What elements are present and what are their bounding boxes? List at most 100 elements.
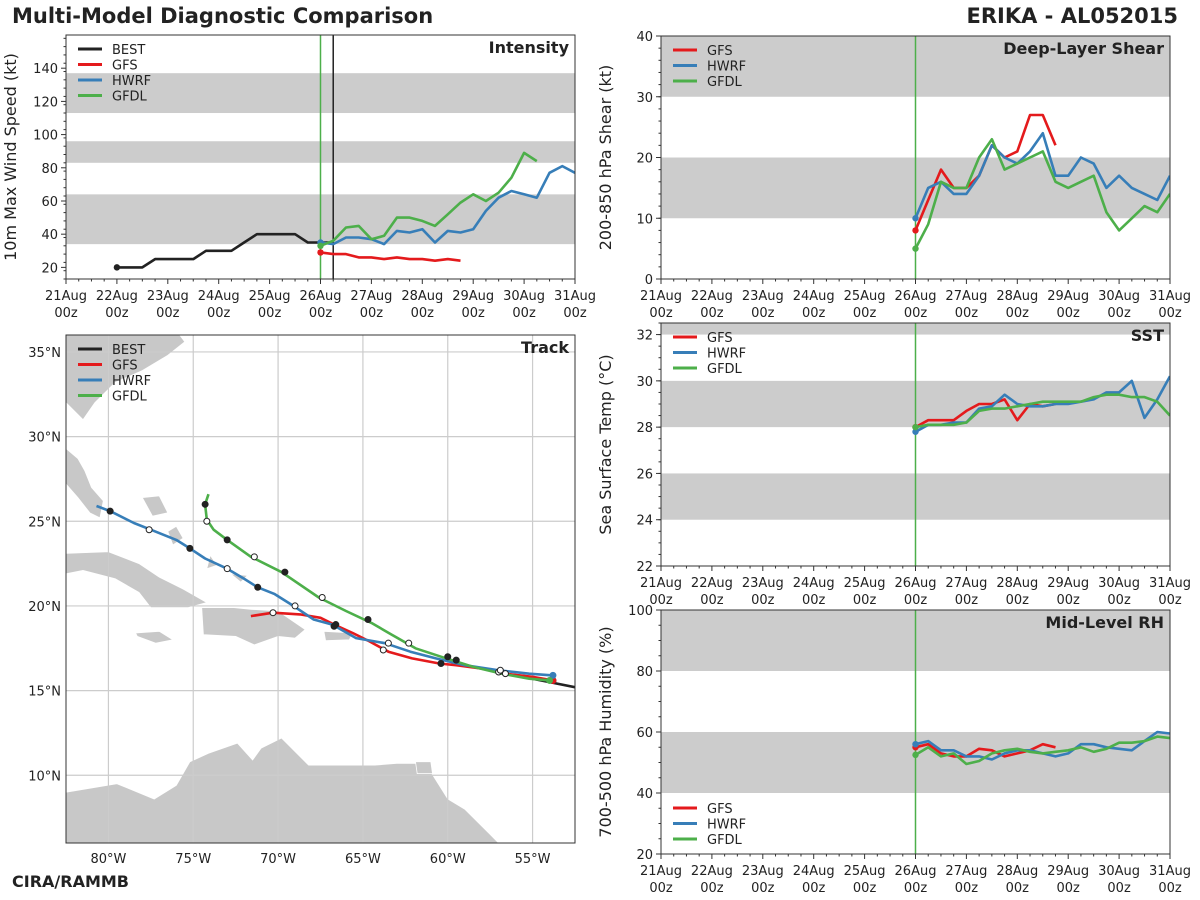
sst-x-date-label: 28Aug <box>996 576 1038 591</box>
shear-plot-area <box>661 36 1170 279</box>
page-title: Multi-Model Diagnostic Comparison <box>12 4 434 28</box>
shear-x-date-label: 24Aug <box>793 289 835 304</box>
track-panel-title: Track <box>521 338 569 357</box>
sst-x-date-label: 23Aug <box>742 576 784 591</box>
track-marker-hwrf <box>384 639 392 647</box>
intensity-x-time-label: 00z <box>512 306 536 321</box>
rh-y-tick-label: 80 <box>636 665 653 680</box>
rh-x-time-label: 00z <box>1107 881 1131 896</box>
sst-x-time-label: 00z <box>1107 593 1131 608</box>
intensity-y-tick-label: 100 <box>33 129 58 144</box>
intensity-legend-label: BEST <box>112 43 145 58</box>
shear-y-axis-label: 200-850 hPa Shear (kt) <box>596 65 615 251</box>
sst-plot-area <box>661 323 1170 566</box>
rh-legend-label: GFDL <box>707 833 743 848</box>
track-marker-hwrf <box>186 544 194 552</box>
intensity-panel: 20 40 60 80 100 120 140 21Aug 00z 22Aug 00z 23Aug 00… <box>1 34 596 321</box>
intensity-x-time-label: 00z <box>309 306 333 321</box>
shear-y-tick-label: 30 <box>636 91 653 106</box>
track-lat-label: 10°N <box>28 769 61 784</box>
sst-x-date-label: 22Aug <box>691 576 733 591</box>
intensity-y-tick-label: 80 <box>41 162 58 177</box>
track-marker-hwrf <box>254 583 262 591</box>
track-landmass <box>323 630 354 642</box>
sst-x-time-label: 00z <box>904 593 928 608</box>
track-marker-gfdl <box>501 670 509 678</box>
intensity-x-time-label: 00z <box>54 306 78 321</box>
rh-start-point-hwrf <box>912 741 919 748</box>
sst-x-time-label: 00z <box>1057 593 1081 608</box>
track-plot-area <box>66 335 575 843</box>
track-landmass <box>201 607 306 646</box>
shear-x-time-label: 00z <box>1057 306 1081 321</box>
intensity-x-time-label: 00z <box>563 306 587 321</box>
rh-y-tick-label: 100 <box>628 604 653 619</box>
sst-x-date-label: 26Aug <box>895 576 937 591</box>
track-landmass <box>66 737 500 843</box>
shear-y-tick-label: 10 <box>636 212 653 227</box>
intensity-x-time-label: 00z <box>411 306 435 321</box>
track-lon-label: 65°W <box>345 852 381 867</box>
sst-series-hwrf <box>914 375 1170 433</box>
rh-x-time-label: 00z <box>1006 881 1030 896</box>
rh-panel-title: Mid-Level RH <box>1045 613 1164 632</box>
track-lon-label: 60°W <box>430 852 466 867</box>
rh-x-time-label: 00z <box>853 881 877 896</box>
intensity-x-time-label: 00z <box>360 306 384 321</box>
track-legend-label: GFDL <box>112 390 148 405</box>
track-lat-label: 30°N <box>28 431 61 446</box>
rh-x-time-label: 00z <box>1158 881 1182 896</box>
shear-legend-label: GFDL <box>707 75 743 90</box>
intensity-y-axis-label: 10m Max Wind Speed (kt) <box>1 53 20 261</box>
intensity-x-date-label: 31Aug <box>554 289 596 304</box>
track-marker-gfdl <box>405 639 413 647</box>
credit-label: CIRA/RAMMB <box>12 872 129 891</box>
shear-legend-label: GFS <box>707 44 733 59</box>
intensity-series-hwrf <box>320 164 575 246</box>
track-marker-hwrf <box>106 507 114 515</box>
rh-x-date-label: 31Aug <box>1149 864 1191 879</box>
intensity-y-tick-label: 120 <box>33 95 58 110</box>
sst-x-time-label: 00z <box>955 593 979 608</box>
sst-x-time-label: 00z <box>853 593 877 608</box>
intensity-x-time-label: 00z <box>258 306 282 321</box>
track-marker-gfdl <box>318 593 326 601</box>
sst-y-tick-label: 32 <box>636 329 653 344</box>
intensity-panel-title: Intensity <box>489 38 570 57</box>
sst-x-date-label: 25Aug <box>844 576 886 591</box>
sst-legend-label: HWRF <box>707 347 746 362</box>
rh-x-date-label: 23Aug <box>742 864 784 879</box>
shear-x-time-label: 00z <box>904 306 928 321</box>
shear-start-point-gfs <box>912 227 919 234</box>
rh-x-time-label: 00z <box>700 881 724 896</box>
rh-x-time-label: 00z <box>751 881 775 896</box>
rh-legend-label: HWRF <box>707 818 746 833</box>
intensity-plot-area <box>66 35 575 279</box>
shear-start-point-hwrf <box>912 215 919 222</box>
track-marker-gfdl <box>203 517 211 525</box>
intensity-x-date-label: 28Aug <box>401 289 443 304</box>
track-lat-label: 20°N <box>28 600 61 615</box>
shear-series-gfdl <box>914 138 1170 250</box>
rh-y-tick-label: 60 <box>636 726 653 741</box>
intensity-x-date-label: 23Aug <box>147 289 189 304</box>
sst-y-tick-label: 30 <box>636 375 653 390</box>
shear-x-date-label: 22Aug <box>691 289 733 304</box>
rh-x-time-label: 00z <box>955 881 979 896</box>
sst-panel: 22 24 26 28 30 32 21Aug 00z 22Aug 00z 23Aug 00z 24Au… <box>596 322 1191 608</box>
intensity-series-gfs <box>320 251 461 263</box>
shear-start-point-gfdl <box>912 245 919 252</box>
rh-x-date-label: 21Aug <box>640 864 682 879</box>
sst-x-time-label: 00z <box>1158 593 1182 608</box>
track-marker-hwrf <box>291 602 299 610</box>
track-panel: 80°W 75°W 70°W 65°W 60°W 55°W 10°N 15°N 20°N 25°N… <box>28 334 576 867</box>
track-marker-gfdl <box>201 500 209 508</box>
sst-y-axis-label: Sea Surface Temp (°C) <box>596 354 615 534</box>
shear-panel: 0 10 20 30 40 21Aug 00z 22Aug 00z 23Aug 00z 24Aug 00… <box>596 30 1191 321</box>
intensity-x-date-label: 25Aug <box>249 289 291 304</box>
intensity-x-date-label: 21Aug <box>45 289 87 304</box>
shear-x-date-label: 23Aug <box>742 289 784 304</box>
intensity-x-date-label: 24Aug <box>198 289 240 304</box>
intensity-start-point-gfs <box>317 249 324 256</box>
